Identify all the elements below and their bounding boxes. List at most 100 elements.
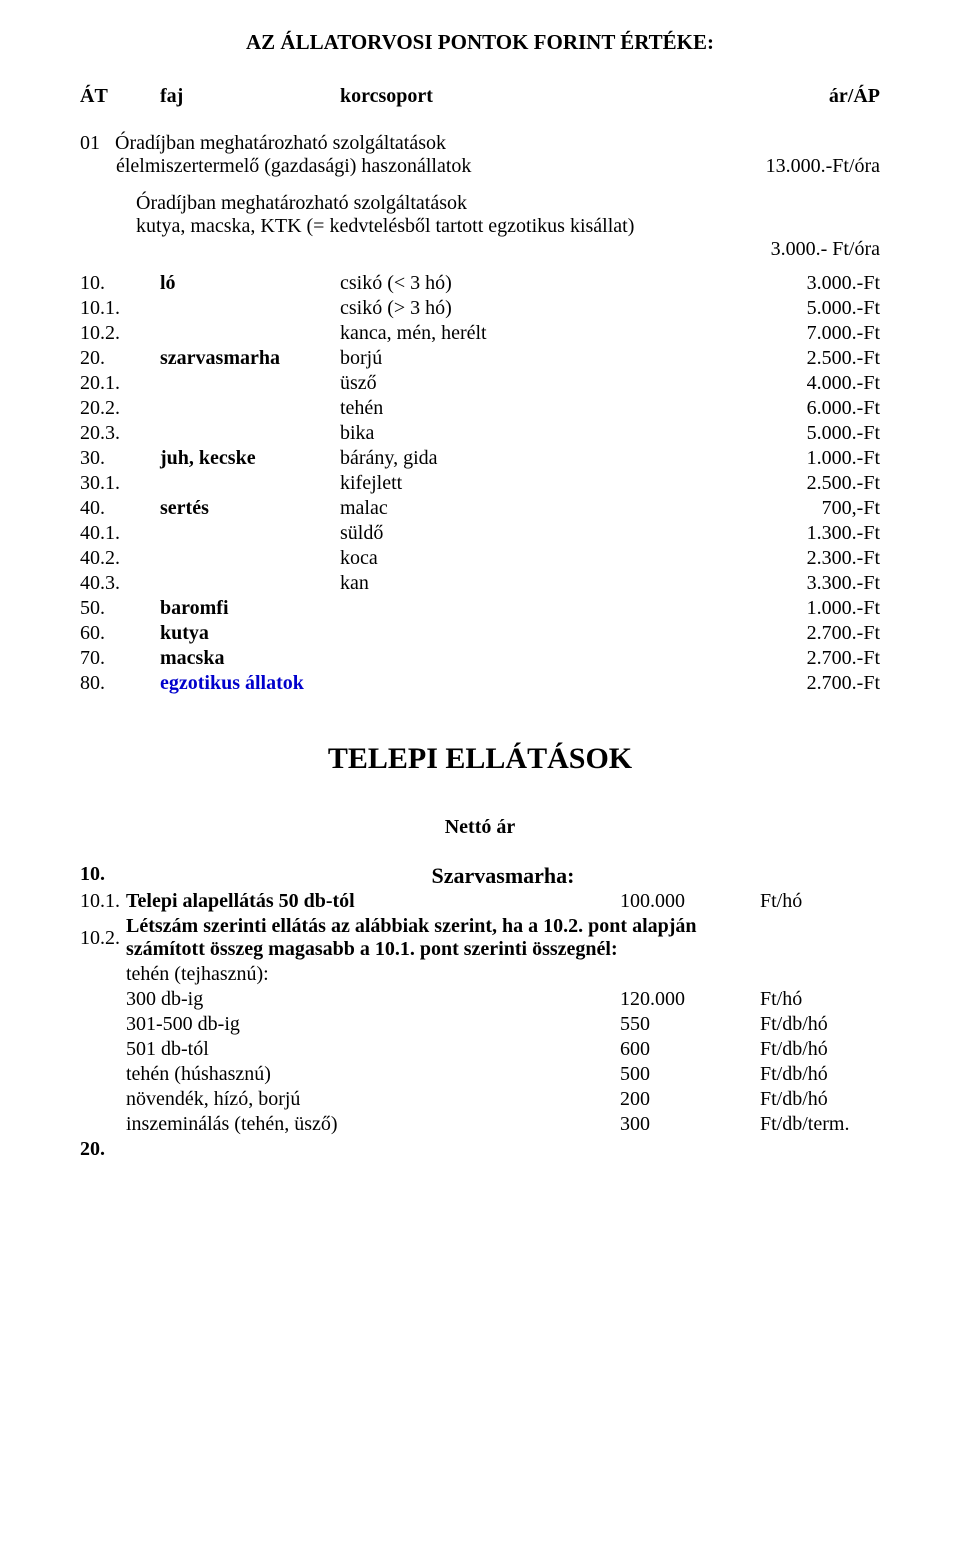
row-price: 6.000.-Ft: [720, 396, 880, 421]
price-row: 70.macska2.700.-Ft: [80, 646, 880, 671]
row-kor: üsző: [340, 371, 720, 396]
row-kor: kan: [340, 571, 720, 596]
row-faj: [160, 296, 340, 321]
r-num: 500: [620, 1062, 760, 1087]
r-unit: Ft/db/hó: [760, 1037, 880, 1062]
row-faj: [160, 321, 340, 346]
row-code: 60.: [80, 621, 160, 646]
row-faj[interactable]: egzotikus állatok: [160, 671, 340, 696]
telepi-table: 10.1. Telepi alapellátás 50 db-tól 100.0…: [80, 889, 880, 1162]
row-faj: szarvasmarha: [160, 346, 340, 371]
row-price: 5.000.-Ft: [720, 421, 880, 446]
row-code: 20.2.: [80, 396, 160, 421]
sub-price: 3.000.- Ft/óra: [700, 238, 880, 261]
row-price: 3.300.-Ft: [720, 571, 880, 596]
r-num: 200: [620, 1087, 760, 1112]
row-code: 40.2.: [80, 546, 160, 571]
telepi-row-inszem: inszeminálás (tehén, üsző) 300 Ft/db/ter…: [80, 1112, 880, 1137]
row-kor: csikó (> 3 hó): [340, 296, 720, 321]
tejhasznu-label: tehén (tejhasznú):: [126, 962, 880, 987]
row-code: 50.: [80, 596, 160, 621]
row-code: 20.3.: [80, 421, 160, 446]
sub-block: Óradíjban meghatározható szolgáltatások …: [136, 192, 880, 261]
r-label: növendék, hízó, borjú: [126, 1087, 620, 1112]
t-code: 10.2.: [80, 914, 126, 962]
price-row: 40.2. koca2.300.-Ft: [80, 546, 880, 571]
r-label: 301-500 db-ig: [126, 1012, 620, 1037]
row-faj: [160, 521, 340, 546]
row-code: 80.: [80, 671, 160, 696]
sub-line1: Óradíjban meghatározható szolgáltatások: [136, 192, 880, 215]
t-code-20: 20.: [80, 1137, 126, 1162]
row-faj: baromfi: [160, 596, 340, 621]
intro-price: 13.000.-Ft/óra: [720, 155, 880, 178]
row-price: 4.000.-Ft: [720, 371, 880, 396]
szarvasmarha-header: 10. Szarvasmarha:: [80, 863, 880, 889]
row-kor: [340, 646, 720, 671]
r-label: 501 db-tól: [126, 1037, 620, 1062]
r-unit: Ft/db/term.: [760, 1112, 880, 1137]
row-kor: csikó (< 3 hó): [340, 271, 720, 296]
price-row: 20.2.tehén6.000.-Ft: [80, 396, 880, 421]
row-code: 10.2.: [80, 321, 160, 346]
row-faj: [160, 371, 340, 396]
row-kor: borjú: [340, 346, 720, 371]
intro-code: 01: [80, 132, 100, 154]
row-code: 70.: [80, 646, 160, 671]
row-code: 30.: [80, 446, 160, 471]
r-num: 300: [620, 1112, 760, 1137]
row-code: 20.: [80, 346, 160, 371]
row-price: 2.300.-Ft: [720, 546, 880, 571]
row-price: 1.000.-Ft: [720, 446, 880, 471]
telepi-row-tejhasznu: tehén (tejhasznú):: [80, 962, 880, 987]
row-price: 5.000.-Ft: [720, 296, 880, 321]
row-kor: bárány, gida: [340, 446, 720, 471]
row-price: 2.700.-Ft: [720, 646, 880, 671]
row-kor: bika: [340, 421, 720, 446]
row-kor: malac: [340, 496, 720, 521]
row2-l1: Létszám szerinti ellátás az alábbiak sze…: [126, 915, 697, 937]
telepi-row-20: 20.: [80, 1137, 880, 1162]
telepi-row-novendek: növendék, hízó, borjú 200 Ft/db/hó: [80, 1087, 880, 1112]
row-faj: [160, 571, 340, 596]
price-row: 40.sertésmalac700,-Ft: [80, 496, 880, 521]
price-row: 30.1.kifejlett2.500.-Ft: [80, 471, 880, 496]
price-row: 40.3. kan3.300.-Ft: [80, 571, 880, 596]
hdr-korcs: korcsoport: [340, 85, 720, 108]
row-code: 40.3.: [80, 571, 160, 596]
row-faj: kutya: [160, 621, 340, 646]
row-price: 2.500.-Ft: [720, 346, 880, 371]
row-kor: koca: [340, 546, 720, 571]
r-unit: Ft/db/hó: [760, 1062, 880, 1087]
price-row: 40.1.süldő1.300.-Ft: [80, 521, 880, 546]
price-row: 20.1. üsző4.000.-Ft: [80, 371, 880, 396]
row-faj: sertés: [160, 496, 340, 521]
row-kor: süldő: [340, 521, 720, 546]
r-unit: Ft/db/hó: [760, 1087, 880, 1112]
sz-code: 10.: [80, 863, 126, 889]
row-faj: [160, 546, 340, 571]
hdr-faj: faj: [160, 85, 340, 108]
column-headers: ÁT faj korcsoport ár/ÁP: [80, 85, 880, 108]
r-unit: Ft/hó: [760, 987, 880, 1012]
t-label-multiline: Létszám szerinti ellátás az alábbiak sze…: [126, 914, 880, 962]
row-code: 20.1.: [80, 371, 160, 396]
row-faj: [160, 396, 340, 421]
price-row: 50.baromfi1.000.-Ft: [80, 596, 880, 621]
intro-line2: élelmiszertermelő (gazdasági) haszonálla…: [116, 155, 471, 177]
row-kor: kanca, mén, herélt: [340, 321, 720, 346]
row-price: 2.700.-Ft: [720, 671, 880, 696]
row-faj: [160, 421, 340, 446]
row-price: 2.500.-Ft: [720, 471, 880, 496]
row-faj: ló: [160, 271, 340, 296]
telepi-row-10-1: 10.1. Telepi alapellátás 50 db-tól 100.0…: [80, 889, 880, 914]
t-num: 100.000: [620, 889, 760, 914]
price-table: 10.lócsikó (< 3 hó)3.000.-Ft10.1.csikó (…: [80, 271, 880, 696]
hdr-ar: ár/ÁP: [720, 85, 880, 108]
page: AZ ÁLLATORVOSI PONTOK FORINT ÉRTÉKE: ÁT …: [0, 0, 960, 1222]
row-kor: [340, 621, 720, 646]
section2-title: TELEPI ELLÁTÁSOK: [80, 742, 880, 776]
t-label: Telepi alapellátás 50 db-tól: [126, 889, 620, 914]
row-price: 700,-Ft: [720, 496, 880, 521]
r-label: 300 db-ig: [126, 987, 620, 1012]
